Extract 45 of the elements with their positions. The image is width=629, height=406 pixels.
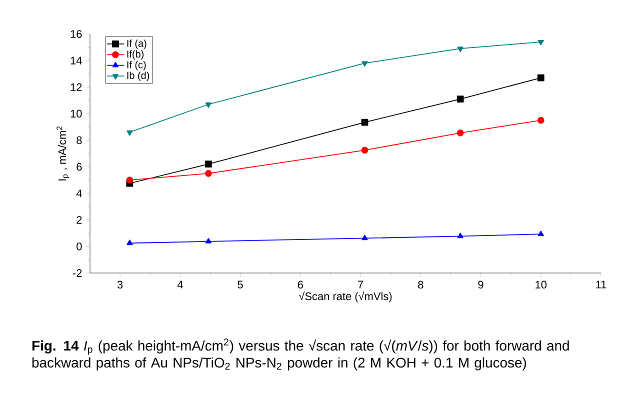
y-tick-label: 6 <box>76 162 82 171</box>
x-tick-label: 6 <box>298 280 303 289</box>
text: Fig. 14 I$_{p}$ (peak height-mA/cm$^{2}$) versus the √scan rate (√(mV/s)) for both forward and backward paths of Au NPs/TiO$_{2}$ NPs-N$_{2}$ powder in (2 M KOH + 0.1 M glucose) <box>32 338 569 370</box>
point <box>362 61 368 67</box>
point <box>205 102 212 108</box>
legend-label: If(b) <box>127 50 144 60</box>
y-tick-label: 4 <box>76 190 82 198</box>
point <box>456 129 464 136</box>
x-tick-label: 5 <box>238 280 243 288</box>
legend-label: If (a) <box>127 40 146 49</box>
x-axis-title: √Scan rate (√mVls) <box>298 291 392 302</box>
y-tick-label: 12 <box>70 83 82 91</box>
x-tick-label: 4 <box>177 280 183 288</box>
y-tick-label: 10 <box>70 110 82 118</box>
x-tick-label: 9 <box>478 280 484 289</box>
y-tick-label: 8 <box>76 136 82 144</box>
point <box>205 238 212 244</box>
y-tick-label: -2 <box>72 269 82 277</box>
x-tick-label: 10 <box>536 280 547 289</box>
x-tick-label: 3 <box>117 280 123 289</box>
point <box>456 96 464 102</box>
point <box>204 170 212 177</box>
x-tick-label: 7 <box>358 280 364 288</box>
x-tick-label: 8 <box>418 280 424 289</box>
legend-label: Ib (d) <box>127 72 150 81</box>
y-axis-title: I$_{p}$ , mA/cm$^{2}$ <box>56 126 70 180</box>
point <box>362 234 368 240</box>
y-tick-label: 14 <box>70 56 82 64</box>
x-tick-label: 11 <box>596 280 606 288</box>
y-tick-label: 0 <box>76 242 82 250</box>
point <box>538 230 544 236</box>
y-tick-label: 16 <box>70 30 82 38</box>
point <box>204 160 212 168</box>
point <box>126 240 133 246</box>
point <box>457 232 464 238</box>
point <box>361 146 368 154</box>
point <box>538 40 544 46</box>
y-tick-label: 2 <box>76 216 82 224</box>
point <box>457 46 464 52</box>
point <box>537 116 544 124</box>
point <box>126 130 133 136</box>
point <box>537 74 544 82</box>
legend-label: If (c) <box>127 60 146 70</box>
point <box>126 176 134 184</box>
point <box>361 118 368 126</box>
